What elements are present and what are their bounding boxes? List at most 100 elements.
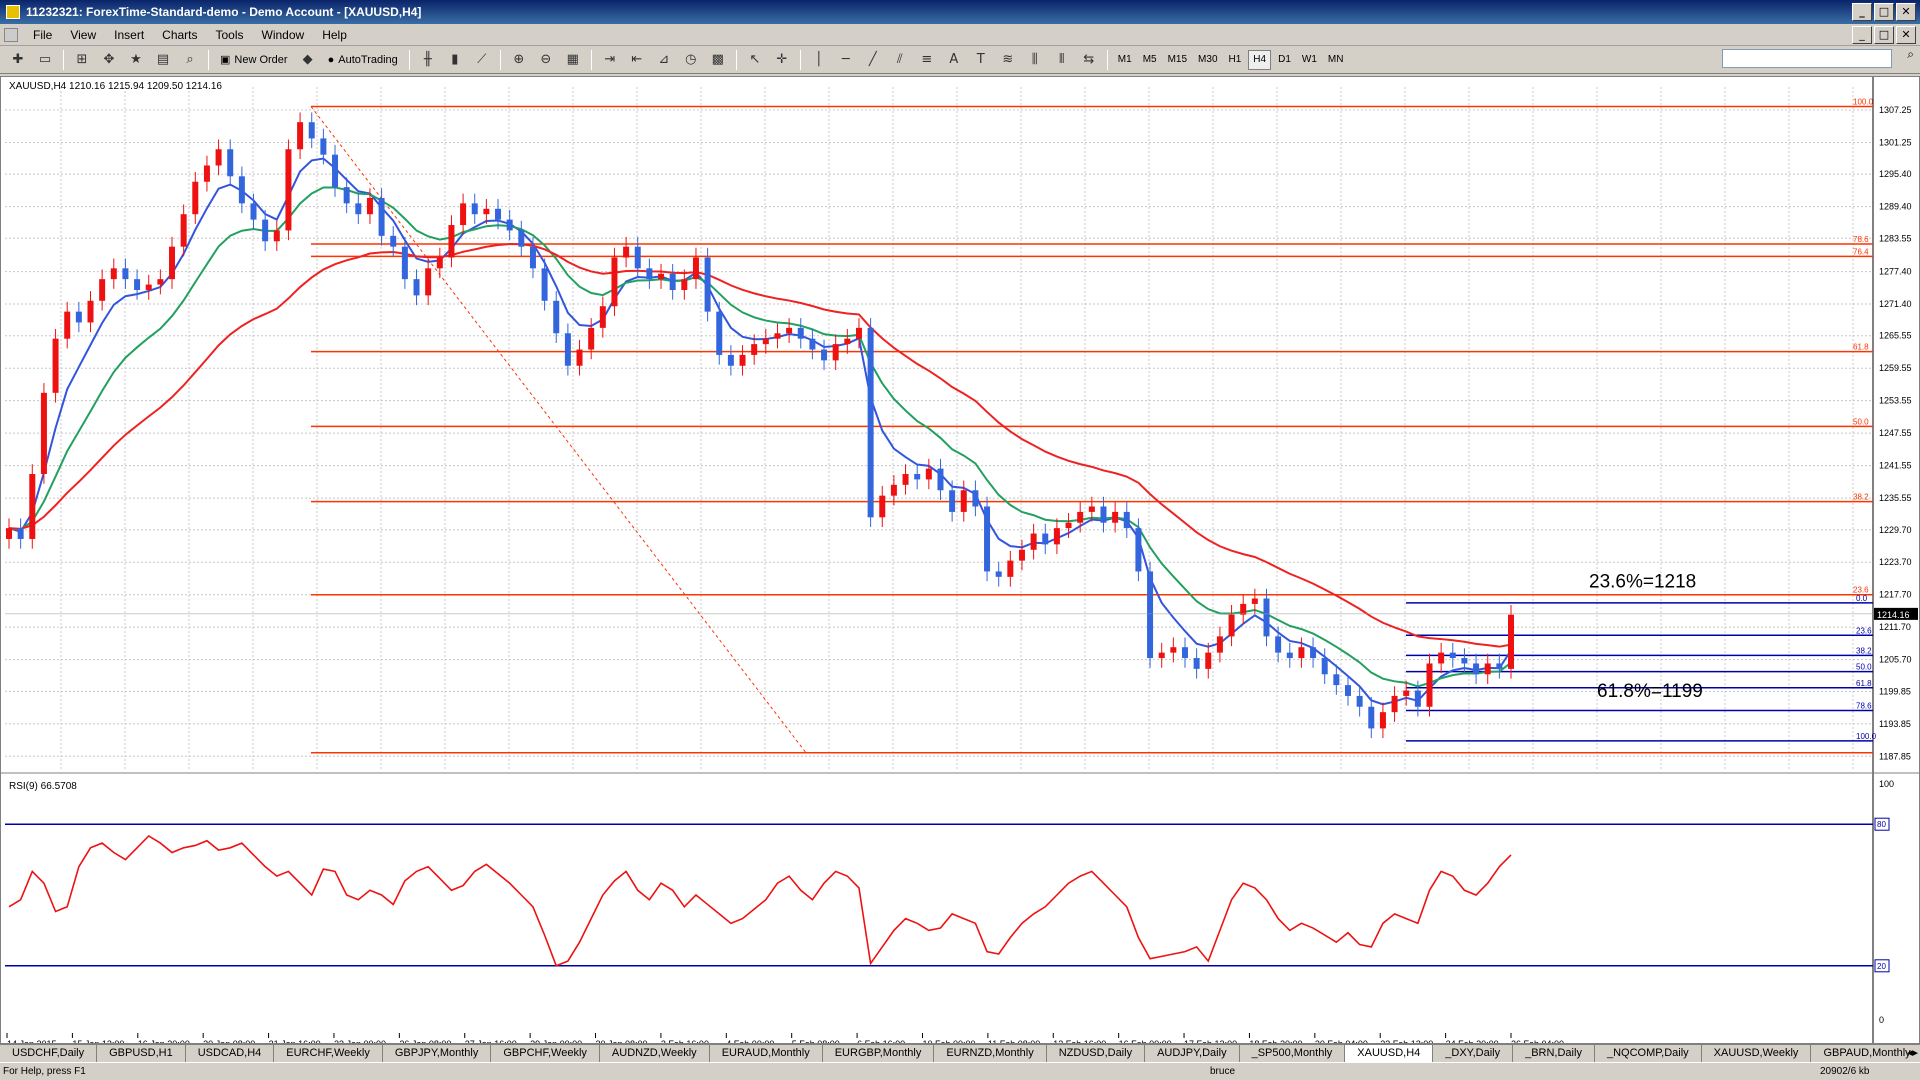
candle-body xyxy=(343,187,350,204)
symbol-info: XAUUSD,H4 1210.16 1215.94 1209.50 1214.1… xyxy=(9,81,222,92)
timeframe-w1[interactable]: W1 xyxy=(1301,54,1317,65)
tab-left-icon[interactable]: ◂ xyxy=(1906,1047,1913,1059)
price-tick-label: 1289.40 xyxy=(1879,202,1912,212)
candle-body xyxy=(1473,663,1480,675)
timeframe-mn[interactable]: MN xyxy=(1327,54,1344,65)
metaeditor-icon[interactable]: ◆ xyxy=(302,52,313,67)
chart-close-button[interactable]: ✕ xyxy=(1896,26,1916,44)
chart-minimize-button[interactable]: _ xyxy=(1852,26,1872,44)
menu-view[interactable]: View xyxy=(70,27,97,42)
text-icon[interactable]: A xyxy=(949,52,959,67)
chart-tab[interactable]: GBPUSD,H1 xyxy=(97,1045,186,1062)
autotrading-button[interactable]: ● AutoTrading xyxy=(323,49,403,71)
chart-tab[interactable]: AUDJPY,Daily xyxy=(1145,1045,1240,1062)
crosshair-icon[interactable]: ✛ xyxy=(776,52,788,67)
chart-tab[interactable]: _DXY,Daily xyxy=(1433,1045,1514,1062)
timeframe-m30[interactable]: M30 xyxy=(1198,54,1218,65)
indicators-icon[interactable]: ⊿ xyxy=(658,52,670,67)
menu-tools[interactable]: Tools xyxy=(215,27,244,42)
search-icon[interactable]: ⌕ xyxy=(1907,47,1914,61)
new-chart-icon[interactable]: ✚ xyxy=(12,52,24,67)
arrows-icon[interactable]: ⇆ xyxy=(1083,52,1095,67)
profiles-icon[interactable]: ▭ xyxy=(38,52,52,67)
price-tick-label: 1253.55 xyxy=(1879,396,1912,406)
price-tick-label: 1235.55 xyxy=(1879,493,1912,503)
templates-icon[interactable]: ▩ xyxy=(711,52,724,67)
periods-icon[interactable]: ◷ xyxy=(685,52,697,67)
trendline-icon[interactable]: ╱ xyxy=(868,52,877,67)
terminal-icon[interactable]: ▤ xyxy=(156,52,170,67)
bar-chart-icon[interactable]: ╫ xyxy=(423,52,432,67)
timeframe-h4[interactable]: H4 xyxy=(1248,49,1272,70)
zoom-in-icon[interactable]: ⊕ xyxy=(513,52,525,67)
text-label-icon[interactable]: T xyxy=(976,52,985,67)
chart-canvas[interactable]: 1307.25 1301.25 1295.40 1289.40 1283.55 1277.… xyxy=(1,77,1919,1043)
vertical-line-icon[interactable]: │ xyxy=(814,52,823,67)
chart-tab[interactable]: AUDNZD,Weekly xyxy=(600,1045,710,1062)
timeframe-m5[interactable]: M5 xyxy=(1142,54,1157,65)
gann-icon[interactable]: ≋ xyxy=(1002,52,1014,67)
candle-body xyxy=(495,208,502,220)
chart-tab[interactable]: GBPJPY,Monthly xyxy=(383,1045,492,1062)
candle-body xyxy=(297,122,304,150)
maximize-button[interactable]: □ xyxy=(1874,3,1894,21)
timeframe-d1[interactable]: D1 xyxy=(1278,54,1291,65)
chart-tab[interactable]: XAUUSD,H4 xyxy=(1345,1045,1434,1062)
candle-body xyxy=(995,571,1002,577)
chart-tab[interactable]: EURGBP,Monthly xyxy=(823,1045,935,1062)
data-window-icon[interactable]: ✥ xyxy=(103,52,115,67)
cursor-icon[interactable]: ↖ xyxy=(749,52,761,67)
tab-right-icon[interactable]: ▸ xyxy=(1912,1047,1918,1059)
navigator-icon[interactable]: ★ xyxy=(130,52,142,67)
chart-tab[interactable]: XAUUSD,Weekly xyxy=(1702,1045,1812,1062)
menu-file[interactable]: File xyxy=(33,27,53,42)
timeframe-m15[interactable]: M15 xyxy=(1167,54,1188,65)
candle-body xyxy=(1321,658,1328,675)
chart-shift-icon[interactable]: ⇤ xyxy=(631,52,643,67)
search-input[interactable] xyxy=(1722,49,1892,68)
timeframe-m1[interactable]: M1 xyxy=(1117,54,1132,65)
chart-restore-button[interactable]: □ xyxy=(1874,26,1894,44)
market-watch-icon[interactable]: ⊞ xyxy=(76,52,88,67)
menu-insert[interactable]: Insert xyxy=(114,27,145,42)
candle-body xyxy=(541,268,548,301)
tab-scroll-arrows[interactable]: ◂ ▸ xyxy=(1907,1046,1918,1059)
chart-tab[interactable]: _NQCOMP,Daily xyxy=(1595,1045,1702,1062)
chart-tab[interactable]: NZDUSD,Daily xyxy=(1047,1045,1146,1062)
cycle-lines-icon[interactable]: ⦀ xyxy=(1058,52,1065,67)
fibonacci-icon[interactable]: ≡ xyxy=(921,52,933,67)
menu-help[interactable]: Help xyxy=(322,27,347,42)
candlestick-icon[interactable]: ▮ xyxy=(451,52,459,67)
andrews-pitchfork-icon[interactable]: ⫼ xyxy=(1031,52,1038,67)
chart-tab[interactable]: EURAUD,Monthly xyxy=(710,1045,823,1062)
chart-tab[interactable]: EURNZD,Monthly xyxy=(934,1045,1047,1062)
chart-tab[interactable]: USDCAD,H4 xyxy=(186,1045,275,1062)
zoom-out-icon[interactable]: ⊖ xyxy=(540,52,552,67)
strategy-tester-icon[interactable]: ⌕ xyxy=(186,52,194,67)
menu-charts[interactable]: Charts xyxy=(162,27,198,42)
candle-body xyxy=(40,392,47,475)
chart-tab[interactable]: GBPAUD,Monthly xyxy=(1811,1045,1920,1062)
chart-tab[interactable]: _SP500,Monthly xyxy=(1240,1045,1346,1062)
chart-tab[interactable]: _BRN,Daily xyxy=(1513,1045,1595,1062)
menu-window[interactable]: Window xyxy=(261,27,305,42)
candle-body xyxy=(564,333,571,366)
horizontal-line-icon[interactable]: ─ xyxy=(841,52,850,67)
chart-window[interactable]: 1307.25 1301.25 1295.40 1289.40 1283.55 1277.… xyxy=(0,76,1920,1044)
chart-tab[interactable]: USDCHF,Daily xyxy=(0,1045,98,1062)
chart-tab[interactable]: GBPCHF,Weekly xyxy=(491,1045,600,1062)
auto-scroll-icon[interactable]: ⇥ xyxy=(604,52,616,67)
candle-body xyxy=(1496,663,1503,669)
line-chart-icon[interactable]: ⟋ xyxy=(477,52,487,67)
timeframe-h1[interactable]: H1 xyxy=(1228,54,1242,65)
time-label: 12 Feb 16:00 xyxy=(1053,1039,1106,1043)
minimize-button[interactable]: _ xyxy=(1852,3,1872,21)
chart-tab[interactable]: EURCHF,Weekly xyxy=(274,1045,383,1062)
equidistant-channel-icon[interactable]: ⫽ xyxy=(896,52,903,67)
candle-body xyxy=(1263,598,1270,637)
new-order-button[interactable]: ▣ New Order xyxy=(215,49,293,71)
close-button[interactable]: ✕ xyxy=(1896,3,1916,21)
price-tick-label: 1265.55 xyxy=(1879,331,1912,341)
candle-body xyxy=(378,197,385,236)
tile-windows-icon[interactable]: ▦ xyxy=(566,52,579,67)
